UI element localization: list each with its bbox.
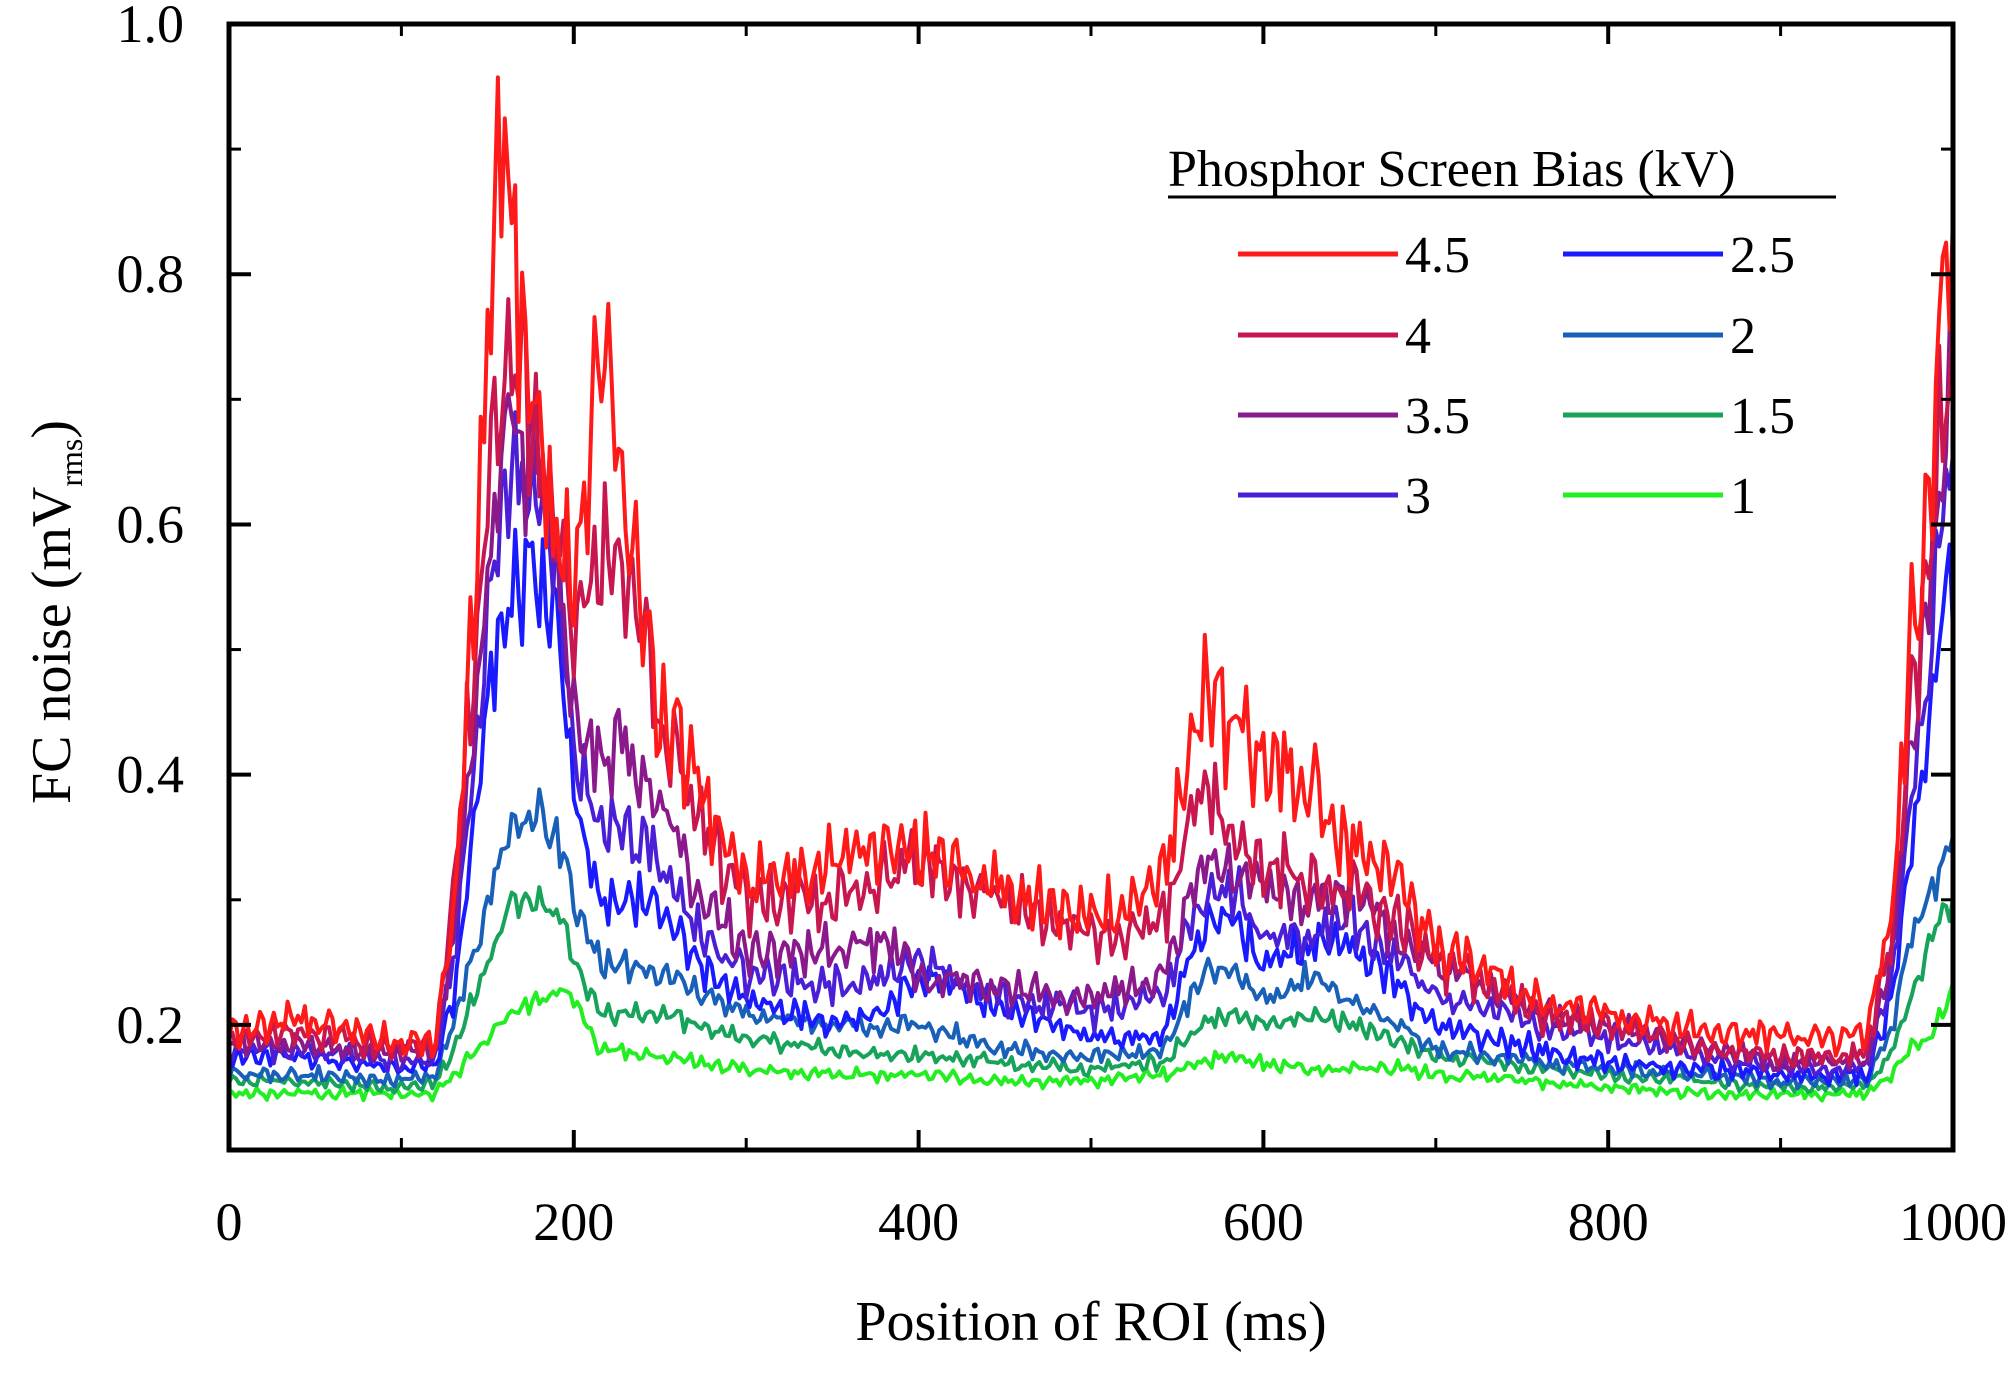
legend-label-2: 2	[1730, 308, 1756, 365]
y-axis-label-main: FC noise (mV	[21, 487, 83, 804]
legend-label-1: 1	[1730, 468, 1756, 525]
x-tick-label: 1000	[1899, 1192, 2007, 1252]
x-tick-label: 200	[533, 1192, 614, 1252]
series-line-1	[227, 982, 1955, 1103]
legend-entries: 4.5 4 3.5 3 2.5 2 1.5 1	[1238, 227, 1795, 525]
legend-label-2-5: 2.5	[1730, 227, 1795, 284]
y-tick-label: 0.8	[117, 244, 185, 304]
legend-label-4: 4	[1405, 308, 1431, 365]
legend-label-3-5: 3.5	[1405, 388, 1470, 445]
y-axis-label-close: )	[21, 420, 83, 439]
legend: Phosphor Screen Bias (kV) 4.5 4 3.5 3 2.5 2 1.…	[1168, 141, 1836, 525]
series-line-1-5	[227, 885, 1955, 1095]
x-axis-label: Position of ROI (ms)	[855, 1291, 1326, 1353]
x-tick-label: 800	[1568, 1192, 1649, 1252]
y-tick-label: 0.4	[117, 745, 185, 805]
series-line-3-5	[227, 326, 1955, 1073]
y-tick-label: 0.2	[117, 995, 185, 1055]
x-tick-label: 600	[1223, 1192, 1304, 1252]
x-tick-label: 400	[878, 1192, 959, 1252]
y-tick-label: 0.6	[117, 494, 185, 554]
x-tick-label: 0	[216, 1192, 243, 1252]
legend-label-4-5: 4.5	[1405, 227, 1470, 284]
legend-label-1-5: 1.5	[1730, 388, 1795, 445]
series-layer	[227, 75, 1955, 1103]
series-line-4-5	[227, 75, 1955, 1059]
legend-title: Phosphor Screen Bias (kV)	[1168, 141, 1736, 198]
legend-label-3: 3	[1405, 468, 1431, 525]
y-tick-label: 1.0	[117, 0, 185, 54]
axis-ticks: 0 200 400 600 800 1000 0.2 0.4 0.6 0.8 1.0	[117, 0, 2008, 1252]
y-axis-label: FC noise (mVrms)	[21, 420, 89, 804]
series-line-2-5	[227, 527, 1955, 1088]
y-axis-label-sub: rms	[53, 439, 89, 487]
